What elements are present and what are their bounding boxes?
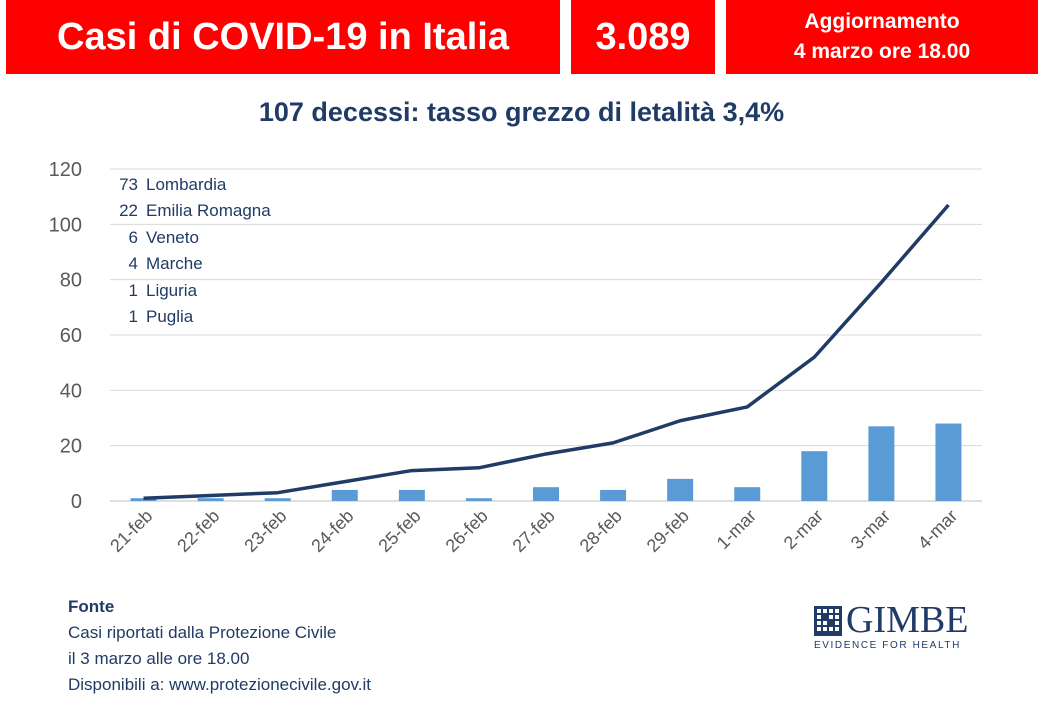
cumulative-deaths-line [143,203,950,500]
bar [264,498,291,501]
source-note: Fonte Casi riportati dalla Protezione Ci… [68,594,371,698]
bar [600,489,627,501]
bar [398,489,425,501]
bar [868,426,895,501]
y-axis-ticks: 0 20 40 60 80 100 120 [49,159,82,513]
y-tick-label: 120 [49,159,82,181]
x-tick-label: 1-mar [713,506,760,553]
y-tick-label: 100 [49,214,82,236]
region-row: 1 Liguria [110,278,271,304]
bar [801,451,828,501]
region-deaths-list: 73 Lombardia 22 Emilia Romagna 6 Veneto 4 Ma… [110,172,271,330]
region-name: Lombardia [146,175,227,194]
x-tick-label: 24-feb [307,506,357,556]
update-date: 4 marzo ore 18.00 [793,40,971,63]
source-url: Disponibili a: www.protezionecivile.gov.… [68,675,371,694]
bar [465,498,492,501]
bar [130,498,157,501]
region-row: 22 Emilia Romagna [110,198,271,224]
x-axis-ticks: 21-feb 22-feb 23-feb 24-feb 25-feb 26-feb 27-f… [106,506,961,556]
source-line: Casi riportati dalla Protezione Civile [68,623,337,642]
bar [667,478,694,501]
region-row: 4 Marche [110,251,271,277]
x-tick-label: 23-feb [240,506,290,556]
x-tick-label: 28-feb [576,506,626,556]
y-tick-label: 80 [60,270,82,292]
bar [734,487,761,501]
region-name: Veneto [146,227,199,247]
update-banner: Aggiornamento 4 marzo ore 18.00 [726,0,1038,74]
gimbe-logo-mark-icon [814,606,842,636]
x-tick-label: 25-feb [374,506,424,556]
region-name: Liguria [146,280,198,300]
y-tick-label: 40 [60,380,82,402]
bar-series [130,423,962,501]
page-title: Casi di COVID-19 in Italia [57,15,509,58]
source-label: Fonte [68,597,115,616]
chart-subtitle: 107 decessi: tasso grezzo di letalità 3,… [258,97,785,127]
update-label: Aggiornamento [804,10,960,33]
bar [935,423,962,501]
region-row: 73 Lombardia [110,172,271,198]
region-count: 4 [128,254,138,274]
title-banner: Casi di COVID-19 in Italia [6,0,560,74]
line-series [143,203,950,500]
deaths-chart: 0 20 40 60 80 100 120 21-feb 22-feb 23-feb 24-feb… [49,159,982,556]
region-row: 6 Veneto [110,225,271,251]
bar [533,487,559,501]
y-tick-label: 0 [71,491,82,513]
x-tick-label: 29-feb [643,506,693,556]
region-row: 1 Puglia [110,304,271,330]
x-tick-label: 26-feb [442,506,492,556]
region-name: Emilia Romagna [146,201,271,221]
bar [331,489,358,501]
region-count: 6 [128,227,138,247]
gimbe-logo: GIMBE EVIDENCE FOR HEALTH [812,599,968,654]
x-tick-label: 3-mar [847,506,894,553]
total-cases-banner: 3.089 [571,0,715,74]
x-tick-label: 21-feb [106,506,156,556]
region-count: 1 [128,306,138,326]
y-tick-label: 20 [60,436,82,458]
total-cases: 3.089 [595,15,691,58]
logo-word: GIMBE [846,599,969,641]
x-tick-label: 4-mar [914,506,961,553]
x-tick-label: 22-feb [173,506,223,556]
region-count: 22 [119,201,138,221]
source-line: il 3 marzo alle ore 18.00 [68,649,250,668]
region-name: Puglia [146,306,194,326]
region-name: Marche [146,254,203,274]
x-tick-label: 27-feb [509,506,559,556]
chart-gridlines [110,168,982,502]
y-tick-label: 60 [60,325,82,347]
region-count: 1 [128,280,138,300]
x-tick-label: 2-mar [780,506,827,553]
bar [197,498,224,501]
logo-tagline: EVIDENCE FOR HEALTH [814,640,961,651]
region-count: 73 [119,175,138,194]
